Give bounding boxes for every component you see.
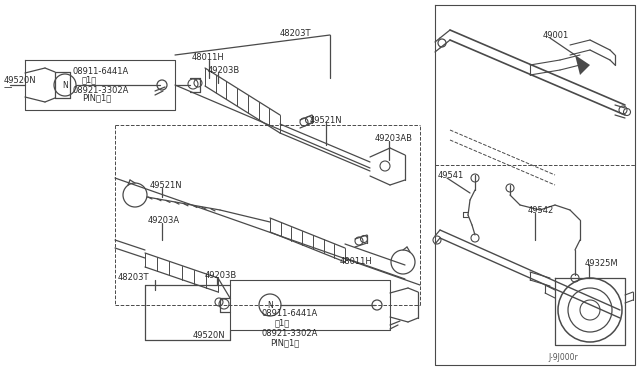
Text: 49203B: 49203B <box>208 65 240 74</box>
Text: 48011H: 48011H <box>340 257 372 266</box>
Text: 49203A: 49203A <box>148 215 180 224</box>
Text: （1）: （1） <box>275 318 291 327</box>
Text: —: — <box>4 83 12 93</box>
Text: 49325M: 49325M <box>585 259 619 267</box>
Polygon shape <box>575 55 590 75</box>
Text: 48203T: 48203T <box>280 29 312 38</box>
Text: 08911-6441A: 08911-6441A <box>262 308 318 317</box>
Text: 48011H: 48011H <box>192 52 225 61</box>
Text: 08921-3302A: 08921-3302A <box>72 86 129 94</box>
Text: 49520N: 49520N <box>193 330 226 340</box>
Text: N: N <box>62 80 68 90</box>
Text: 49203B: 49203B <box>205 270 237 279</box>
Text: PIN（1）: PIN（1） <box>270 339 300 347</box>
Text: 49542: 49542 <box>528 205 554 215</box>
Text: 08911-6441A: 08911-6441A <box>72 67 128 76</box>
Text: N: N <box>267 301 273 310</box>
Text: 49521N: 49521N <box>150 180 182 189</box>
Text: 49541: 49541 <box>438 170 464 180</box>
Text: 49203AB: 49203AB <box>375 134 413 142</box>
Text: 08921-3302A: 08921-3302A <box>262 328 318 337</box>
Text: J-9J000r: J-9J000r <box>548 353 578 362</box>
Text: 48203T: 48203T <box>118 273 150 282</box>
Text: 49521N: 49521N <box>310 115 342 125</box>
Text: 49520N: 49520N <box>4 76 36 84</box>
Text: PIN（1）: PIN（1） <box>82 93 111 103</box>
Text: （1）: （1） <box>82 76 97 84</box>
Text: 49001: 49001 <box>543 31 569 39</box>
